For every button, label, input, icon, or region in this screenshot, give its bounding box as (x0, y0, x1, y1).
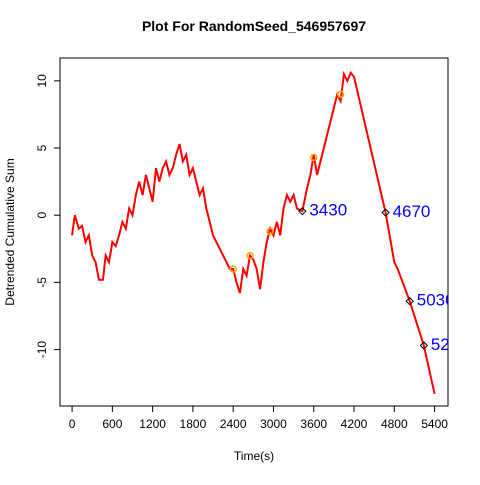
y-axis-label: Detrended Cumulative Sum (3, 158, 17, 305)
x-axis-label: Time(s) (234, 449, 274, 463)
x-tick-label: 5400 (421, 417, 448, 431)
x-tick-label: 1800 (180, 417, 207, 431)
plot-area: 3430 4670 5030 5240 (71, 70, 469, 395)
x-tick-label: 3000 (260, 417, 287, 431)
x-tick-label: 4800 (381, 417, 408, 431)
x-tick-label: 1200 (139, 417, 166, 431)
annotation-label: 4670 (393, 202, 431, 221)
annotation-point (298, 206, 307, 216)
marker-circle (336, 90, 345, 99)
marker-circle (309, 153, 318, 162)
y-tick-label: 0 (35, 212, 49, 219)
marker-circle (246, 251, 254, 260)
marker-circle (229, 265, 237, 273)
data-line (71, 70, 436, 395)
annotation-label: 5030 (417, 291, 455, 310)
plot-box (59, 57, 449, 407)
chart-title: Plot For RandomSeed_546957697 (142, 18, 366, 34)
annotation-point (381, 208, 390, 217)
x-tick-label: 0 (69, 417, 76, 431)
x-tick-label: 3600 (300, 417, 327, 431)
x-tick-label: 2400 (220, 417, 247, 431)
annotation-label: 5240 (431, 335, 469, 354)
y-tick-label: 10 (35, 74, 49, 88)
y-tick-label: -10 (35, 341, 49, 359)
annotation-point (419, 341, 429, 350)
x-tick-label: 4200 (341, 417, 368, 431)
marker-circle (266, 227, 274, 236)
annotation-point (405, 296, 414, 306)
y-tick-label: 5 (35, 144, 49, 151)
x-tick-label: 600 (102, 417, 122, 431)
annotation-label: 3430 (309, 201, 347, 220)
y-tick-label: -5 (35, 277, 49, 288)
